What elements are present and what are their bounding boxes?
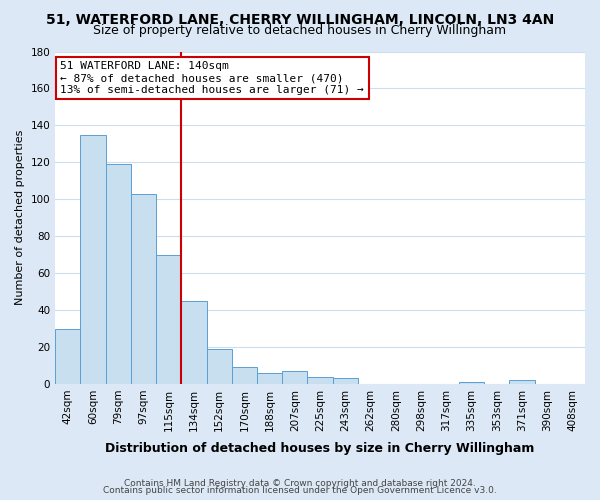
Bar [307, 376, 332, 384]
Bar [257, 373, 282, 384]
Bar [131, 194, 156, 384]
Bar [55, 328, 80, 384]
Bar [232, 368, 257, 384]
Y-axis label: Number of detached properties: Number of detached properties [15, 130, 25, 306]
Text: 51, WATERFORD LANE, CHERRY WILLINGHAM, LINCOLN, LN3 4AN: 51, WATERFORD LANE, CHERRY WILLINGHAM, L… [46, 12, 554, 26]
Text: Contains HM Land Registry data © Crown copyright and database right 2024.: Contains HM Land Registry data © Crown c… [124, 478, 476, 488]
Bar [332, 378, 358, 384]
Bar [181, 301, 206, 384]
Bar [459, 382, 484, 384]
Text: Size of property relative to detached houses in Cherry Willingham: Size of property relative to detached ho… [94, 24, 506, 37]
Bar [156, 254, 181, 384]
X-axis label: Distribution of detached houses by size in Cherry Willingham: Distribution of detached houses by size … [106, 442, 535, 455]
Text: 51 WATERFORD LANE: 140sqm
← 87% of detached houses are smaller (470)
13% of semi: 51 WATERFORD LANE: 140sqm ← 87% of detac… [61, 62, 364, 94]
Bar [509, 380, 535, 384]
Text: Contains public sector information licensed under the Open Government Licence v3: Contains public sector information licen… [103, 486, 497, 495]
Bar [80, 134, 106, 384]
Bar [106, 164, 131, 384]
Bar [282, 371, 307, 384]
Bar [206, 349, 232, 384]
